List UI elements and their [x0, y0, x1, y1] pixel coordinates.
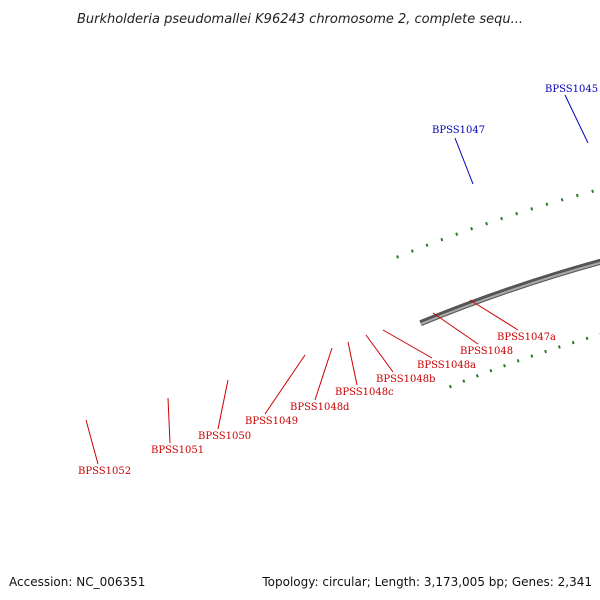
topology-summary-text: Topology: circular; Length: 3,173,005 bp…: [261, 575, 592, 589]
gene-label-bpss1050[interactable]: BPSS1050: [198, 431, 251, 442]
gene-label-bpss1047[interactable]: BPSS1047: [432, 125, 485, 136]
label-leader-line: [347, 341, 358, 386]
label-leader-line: [314, 347, 333, 401]
minor-tick: [530, 207, 534, 211]
accession-text: Accession: NC_006351: [9, 575, 145, 589]
label-leader-line: [382, 329, 433, 359]
minor-tick: [585, 336, 589, 341]
label-leader-line: [264, 354, 306, 415]
label-leader-line: [167, 397, 171, 444]
minor-tick: [557, 345, 561, 349]
gene-label-bpss1048c[interactable]: BPSS1048c: [335, 387, 394, 398]
map-title: Burkholderia pseudomallei K96243 chromos…: [77, 12, 523, 27]
minor-tick: [396, 255, 400, 259]
gene-label-bpss1045[interactable]: BPSS1045: [545, 84, 598, 95]
gene-label-bpss1048[interactable]: BPSS1048: [460, 346, 513, 357]
gene-label-bpss1051[interactable]: BPSS1051: [151, 445, 204, 456]
minor-tick: [516, 359, 520, 363]
gene-label-bpss1049[interactable]: BPSS1049: [245, 416, 298, 427]
minor-tick: [489, 368, 493, 373]
minor-tick: [575, 193, 579, 198]
minor-tick: [503, 363, 506, 368]
gene-label-bpss1048d[interactable]: BPSS1048d: [290, 402, 350, 413]
minor-tick: [571, 340, 575, 345]
label-leader-line: [217, 379, 229, 430]
minor-tick: [515, 211, 519, 216]
label-leader-line: [365, 334, 394, 373]
chromosome-backbone: [419, 258, 600, 326]
minor-tick: [560, 198, 564, 202]
minor-tick: [530, 354, 534, 358]
minor-tick: [440, 237, 444, 242]
minor-tick: [485, 221, 489, 226]
backbone-highlight: [420, 261, 600, 326]
outer-tick-ring: [396, 189, 594, 259]
minor-tick: [470, 227, 474, 231]
minor-tick: [545, 202, 549, 207]
minor-tick: [475, 374, 479, 378]
label-leader-line: [432, 312, 479, 345]
label-leader-line: [469, 299, 519, 331]
gene-label-bpss1052[interactable]: BPSS1052: [78, 466, 131, 477]
label-leader-line: [85, 419, 99, 465]
minor-tick: [425, 243, 429, 247]
gene-labels: BPSS1045 BPSS1047 BPSS1047a BPSS1048 BPSS104…: [78, 84, 598, 477]
minor-tick: [591, 189, 594, 194]
gene-label-bpss1048a[interactable]: BPSS1048a: [417, 360, 476, 371]
minor-tick: [500, 216, 504, 221]
label-leader-line: [454, 137, 474, 185]
minor-tick: [462, 379, 466, 383]
gene-label-bpss1048b[interactable]: BPSS1048b: [376, 374, 435, 385]
minor-tick: [448, 384, 452, 389]
backbone-outline: [419, 258, 600, 326]
label-leader-line: [564, 94, 589, 144]
minor-tick: [455, 232, 459, 236]
minor-tick: [410, 249, 414, 253]
inner-tick-ring: [448, 333, 600, 389]
gene-label-bpss1047a[interactable]: BPSS1047a: [497, 332, 556, 343]
position-ticks: 1426 kbp1427 kbp1428 kbp1429 kbp1430 kbp…: [396, 189, 600, 389]
minor-tick: [544, 349, 547, 354]
